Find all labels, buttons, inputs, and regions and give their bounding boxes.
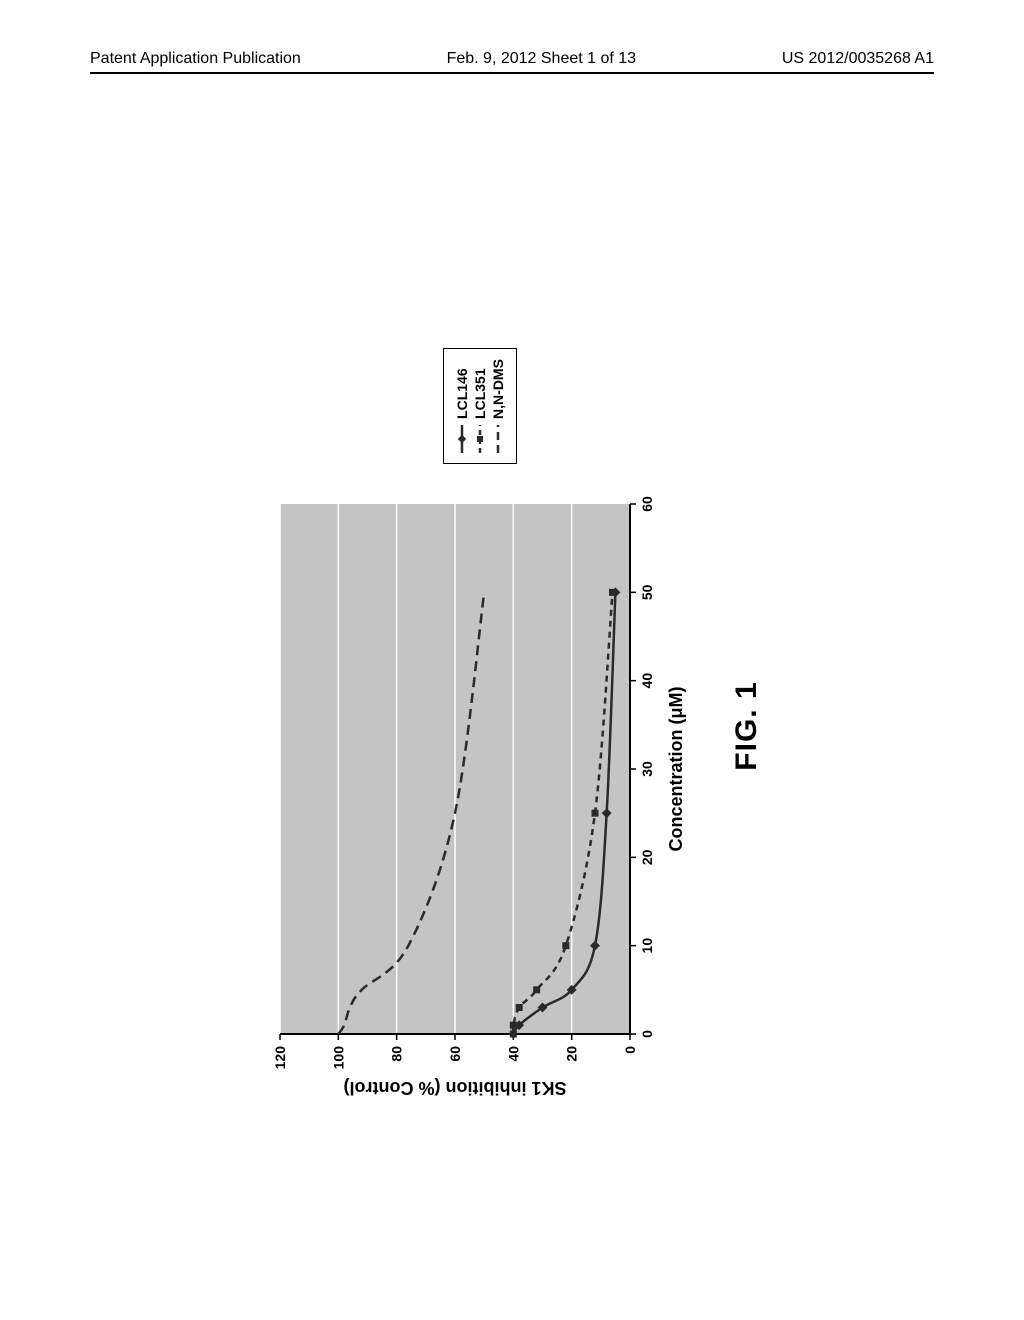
svg-text:40: 40: [639, 673, 655, 689]
legend-label: LCL351: [472, 368, 488, 419]
legend-item-lcl351: LCL351: [472, 359, 488, 453]
svg-text:SK1 inhibition (% Control): SK1 inhibition (% Control): [344, 1078, 567, 1098]
page: Patent Application Publication Feb. 9, 2…: [0, 0, 1024, 1320]
svg-text:0: 0: [622, 1046, 638, 1054]
header-publication: Patent Application Publication: [90, 50, 301, 68]
svg-text:20: 20: [564, 1046, 580, 1062]
svg-text:100: 100: [330, 1046, 346, 1070]
svg-text:120: 120: [272, 1046, 288, 1070]
svg-text:80: 80: [389, 1046, 405, 1062]
legend-swatch-nndms: [491, 425, 505, 453]
svg-text:0: 0: [639, 1030, 655, 1038]
svg-text:30: 30: [639, 761, 655, 777]
svg-text:60: 60: [447, 1046, 463, 1062]
page-header: Patent Application Publication Feb. 9, 2…: [90, 50, 934, 74]
legend-label: LCL146: [454, 368, 470, 419]
svg-text:60: 60: [639, 496, 655, 512]
sk1-inhibition-chart: 0 10 20 30 40 50 60 0 20 40 60 80 100 120 Concentratio…: [260, 484, 700, 1104]
svg-text:Concentration (μM): Concentration (μM): [666, 686, 686, 851]
figure-inner: 0 10 20 30 40 50 60 0 20 40 60 80 100 120 Concentratio…: [260, 336, 764, 1116]
legend-item-nndms: N,N-DMS: [490, 359, 506, 453]
legend-item-lcl146: LCL146: [454, 359, 470, 453]
svg-text:40: 40: [505, 1046, 521, 1062]
figure-rotated-container: 0 10 20 30 40 50 60 0 20 40 60 80 100 120 Concentratio…: [260, 336, 764, 1116]
svg-text:20: 20: [639, 849, 655, 865]
figure-caption: FIG. 1: [730, 681, 764, 770]
chart-row: 0 10 20 30 40 50 60 0 20 40 60 80 100 120 Concentratio…: [260, 348, 700, 1104]
svg-text:10: 10: [639, 938, 655, 954]
svg-text:50: 50: [639, 584, 655, 600]
legend-swatch-lcl146: [455, 425, 469, 453]
header-date-sheet: Feb. 9, 2012 Sheet 1 of 13: [447, 50, 636, 68]
header-pub-number: US 2012/0035268 A1: [782, 50, 934, 68]
chart-legend: LCL146 LCL351 N,N-DMS: [443, 348, 517, 464]
legend-swatch-lcl351: [473, 425, 487, 453]
legend-label: N,N-DMS: [490, 359, 506, 419]
